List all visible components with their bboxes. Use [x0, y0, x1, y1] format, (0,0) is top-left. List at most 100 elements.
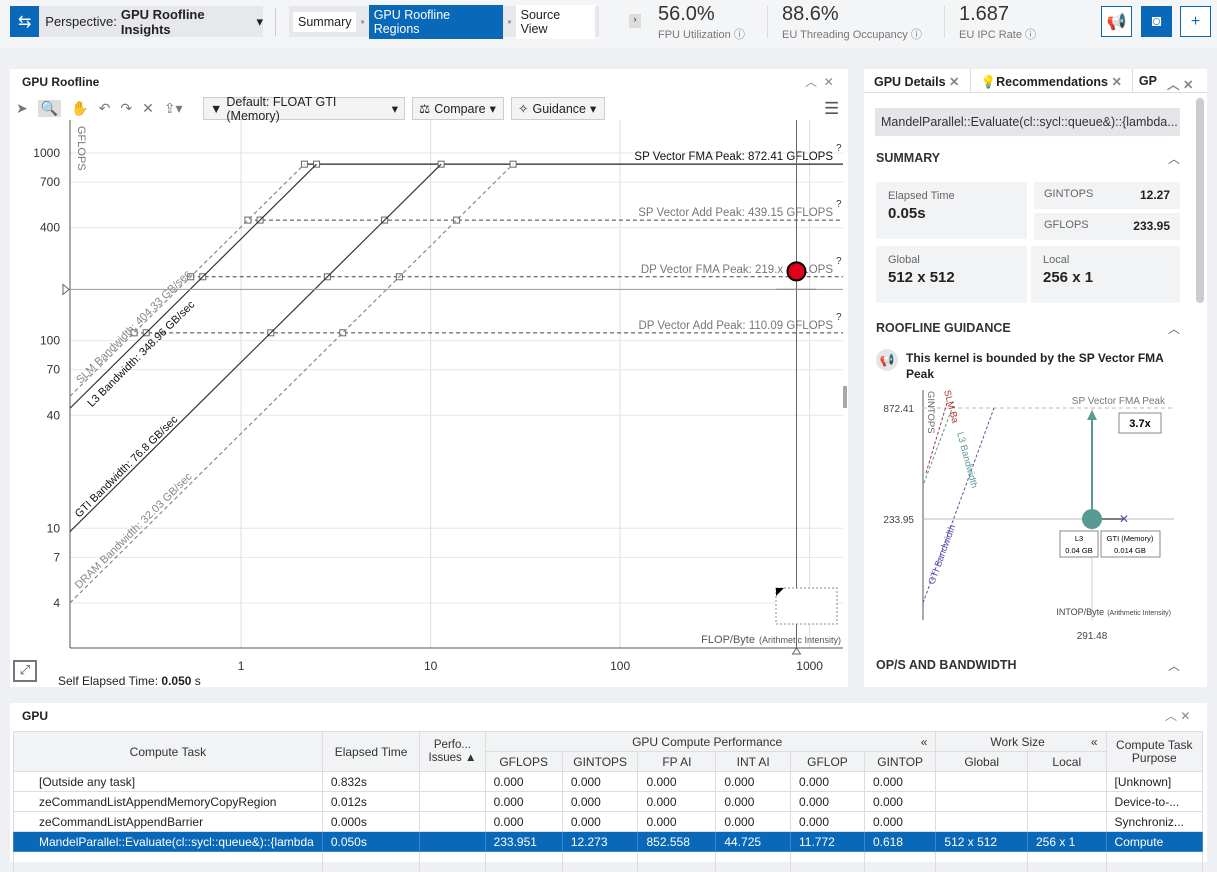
- x-tick-label: 1: [238, 659, 245, 673]
- export-icon[interactable]: ⇪▾: [163, 100, 183, 116]
- mini-slm-line: [925, 402, 948, 474]
- table-cell: zeCommandListAppendBarrier: [13, 811, 323, 832]
- y-tick-label: 100: [40, 334, 60, 348]
- guidance-dropdown[interactable]: ✧ Guidance ▾: [511, 97, 605, 120]
- table-row[interactable]: MandelParallel::Evaluate(cl::sycl::queue…: [13, 831, 1204, 852]
- roofline-chart[interactable]: 1 10 100 1000 4 7 10 40 70 100 400 700 1000 GFLOPS FLO…: [0, 0, 860, 690]
- tab-recommendations[interactable]: 💡Recommendations ✕: [971, 69, 1133, 92]
- table-row[interactable]: [Outside any task] 0.832s 0.000 0.000 0.000 0…: [13, 771, 1204, 792]
- table-cell: 12.273: [561, 831, 639, 852]
- gflops-card: GFLOPS 233.95: [1034, 213, 1180, 240]
- compute-roof-label: SP Vector Add Peak: 439.15 GFLOPS: [638, 207, 833, 219]
- gain-value: 3.7x: [1129, 418, 1151, 430]
- tab-summary[interactable]: Summary: [293, 11, 357, 32]
- col-perf-issues[interactable]: Perfo... Issues ▲: [419, 731, 486, 772]
- col-fp-ai[interactable]: FP AI: [637, 751, 717, 772]
- panel-controls[interactable]: ︿ ✕: [1165, 709, 1191, 723]
- table-cell: 0.000: [863, 771, 937, 792]
- table-cell: 0.832s: [321, 771, 421, 792]
- help-icon: ⓘ: [1025, 29, 1037, 41]
- redo-icon[interactable]: ↷: [120, 100, 133, 116]
- table-cell: 0.050s: [321, 831, 421, 852]
- signpost-icon: ⇆: [10, 6, 40, 37]
- guidance-text: This kernel is bounded by the SP Vector …: [906, 351, 1164, 381]
- mini-bandwidth-label: GINTOPS: [925, 391, 936, 434]
- menu-icon[interactable]: ☰: [824, 99, 840, 118]
- help-icon: ?: [836, 256, 842, 267]
- wand-icon: ✧: [518, 102, 529, 116]
- col-gflop[interactable]: GFLOP: [790, 751, 865, 772]
- camera-button[interactable]: ◙: [1141, 6, 1172, 37]
- details-panel: [864, 69, 1207, 687]
- megaphone-button[interactable]: 📢: [1101, 6, 1132, 37]
- scrollbar[interactable]: [1196, 98, 1204, 303]
- chevron-down-icon: ▾: [256, 13, 263, 29]
- metric-fpu: 56.0% FPU Utilization ⓘ: [658, 3, 745, 41]
- y-tick-label: 700: [40, 175, 60, 189]
- table-cell: 0.000: [790, 811, 865, 832]
- megaphone-icon: 📢: [876, 349, 898, 371]
- compare-dropdown[interactable]: ⚖ Compare ▾: [412, 97, 504, 120]
- metric-eu-occupancy: 88.6% EU Threading Occupancy ⓘ: [782, 3, 922, 41]
- x-tick-label: 100: [610, 659, 630, 673]
- guidance-mini-chart: 872.41 233.95 291.48 SP Vector FMA Peak GINT…: [883, 389, 1174, 642]
- global-card: Global 512 x 512: [876, 246, 1027, 303]
- minimap-corner: [776, 588, 784, 596]
- self-elapsed: Self Elapsed Time: 0.050 s: [58, 674, 201, 688]
- col-compute-task[interactable]: Compute Task: [13, 731, 323, 772]
- col-local[interactable]: Local: [1026, 751, 1107, 772]
- tab-gpu-details[interactable]: GPU Details ✕: [864, 69, 971, 92]
- chart-toolbar: ➤ 🔍 ✋ ↶ ↷ ✕ ⇪▾: [16, 100, 183, 117]
- x-tick-label: 10: [424, 659, 438, 673]
- table-cell: MandelParallel::Evaluate(cl::sycl::queue…: [13, 831, 323, 852]
- col-purpose[interactable]: Compute Task Purpose: [1105, 731, 1204, 772]
- col-elapsed-time[interactable]: Elapsed Time: [321, 731, 421, 772]
- undo-icon[interactable]: ↶: [98, 100, 111, 116]
- col-gflops[interactable]: GFLOPS: [484, 751, 563, 772]
- tab-gpu-roofline-regions[interactable]: GPU Roofline Regions: [368, 4, 504, 39]
- table-cell: 0.000: [715, 811, 791, 832]
- panel-controls[interactable]: ︿ ✕: [805, 75, 834, 89]
- chevron-up-icon[interactable]: ︿: [1168, 152, 1181, 166]
- filter-dropdown[interactable]: ▼ Default: FLOAT GTI (Memory) ▾: [203, 95, 405, 123]
- tab-gp[interactable]: GP: [1138, 74, 1157, 88]
- table-cell: Device-to-...: [1105, 791, 1204, 812]
- y-tick-label: 40: [47, 408, 61, 422]
- panel-controls[interactable]: ︿ ✕: [1166, 78, 1194, 92]
- tab-source-view[interactable]: Source View: [515, 4, 595, 39]
- metric-ipc: 1.687 EU IPC Rate ⓘ: [959, 3, 1037, 41]
- add-button[interactable]: +: [1180, 6, 1211, 37]
- pan-icon[interactable]: ✋: [71, 100, 89, 116]
- table-row[interactable]: zeCommandListAppendBarrier 0.000s 0.000 0.0…: [13, 811, 1204, 832]
- col-gintops[interactable]: GINTOPS: [561, 751, 639, 772]
- mini-l3-line: [923, 405, 954, 484]
- mini-peak-value: 872.41: [883, 404, 914, 415]
- table-cell: Compute: [1105, 831, 1204, 852]
- table-cell: 0.000: [484, 791, 563, 812]
- perspective-label: Perspective:: [45, 14, 117, 29]
- chevron-up-icon[interactable]: ︿: [1168, 659, 1181, 673]
- table-cell: 0.000: [715, 791, 791, 812]
- perspective-selector[interactable]: ⇆ Perspective: GPU Roofline Insights ▾: [10, 6, 263, 37]
- table-cell: 44.725: [715, 831, 791, 852]
- bandwidth-roof-line: [69, 163, 442, 533]
- col-global[interactable]: Global: [935, 751, 1028, 772]
- chevron-up-icon[interactable]: ︿: [1168, 322, 1181, 336]
- collapse-arrow-icon[interactable]: ›: [629, 14, 641, 28]
- roof-intersection-marker: [244, 216, 252, 224]
- col-gintop[interactable]: GINTOP: [863, 751, 937, 772]
- divider: [275, 8, 276, 36]
- col-int-ai[interactable]: INT AI: [715, 751, 791, 772]
- expand-icon[interactable]: ⤢: [13, 660, 37, 682]
- pointer-icon[interactable]: ➤: [16, 100, 28, 116]
- table-cell: [935, 791, 1028, 812]
- zoom-icon[interactable]: 🔍: [37, 100, 62, 117]
- mini-bandwidth-label: L3 Bandwidth: [954, 431, 980, 489]
- table-row[interactable]: zeCommandListAppendMemoryCopyRegion 0.012…: [13, 791, 1204, 812]
- gti-box: [1100, 530, 1161, 558]
- table-cell: 0.000: [637, 791, 717, 812]
- table-cell: 512 x 512: [935, 831, 1028, 852]
- bandwidth-roof-line: [69, 163, 514, 604]
- clear-icon[interactable]: ✕: [142, 100, 154, 116]
- x-tick-label: 1000: [796, 659, 823, 673]
